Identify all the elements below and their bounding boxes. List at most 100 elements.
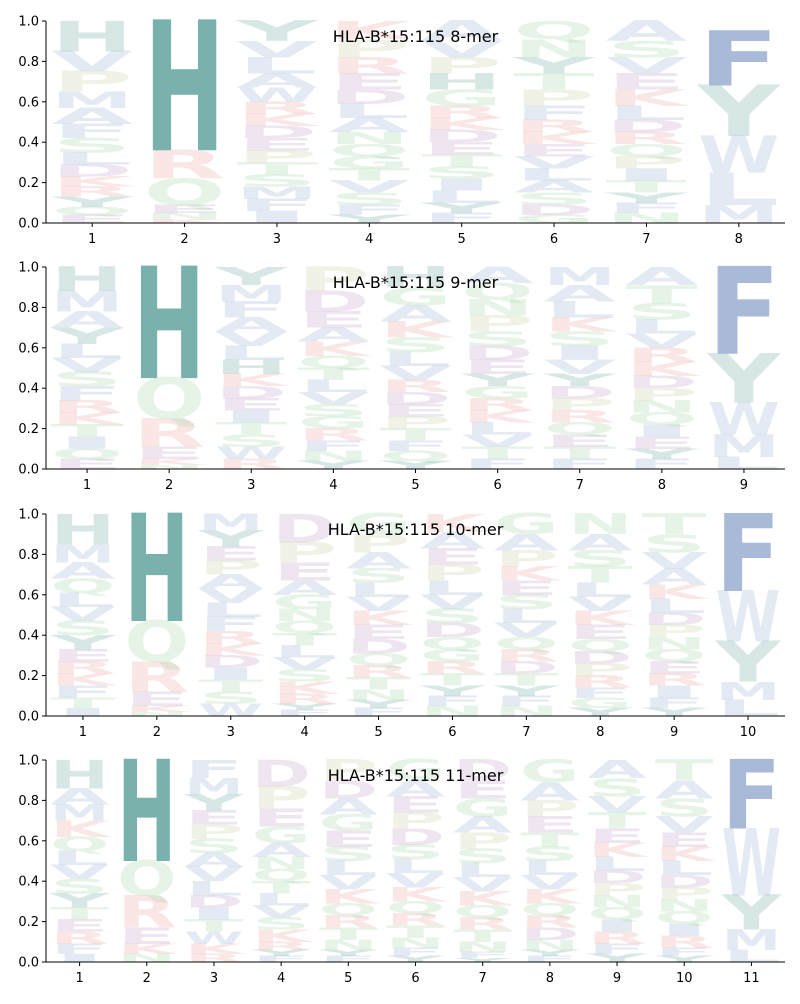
logo-letter-M: M <box>184 774 243 800</box>
logo-letter-E: E <box>133 443 205 463</box>
logo-letter-P: P <box>494 546 559 572</box>
logo-letter-V: V <box>544 356 617 379</box>
logo-letter-F: F <box>215 297 287 323</box>
logo-letter-F: F <box>461 456 533 472</box>
y-tick-label: 0.0 <box>18 710 39 725</box>
logo-letter-P: P <box>184 821 243 844</box>
logo-letter-R: R <box>642 670 707 690</box>
logo-letter-A: A <box>252 839 311 862</box>
logo-letter-K: K <box>420 509 488 538</box>
logo-letter-A: A <box>461 263 533 289</box>
logo-letter-V: V <box>606 53 687 79</box>
logo-letter-Y: Y <box>235 16 319 48</box>
logo-letter-E: E <box>520 812 579 838</box>
logo-letter-N: N <box>461 295 533 321</box>
logo-letter-H: H <box>124 483 189 657</box>
logo-letter-W: W <box>698 125 779 184</box>
logo-letter-Y: Y <box>271 702 339 712</box>
logo-letter-A: A <box>655 775 715 804</box>
logo-letter-R: R <box>655 932 714 952</box>
logo-letter-L: L <box>319 857 378 880</box>
y-tick-label: 0.2 <box>18 669 39 684</box>
logo-letter-A: A <box>198 570 263 593</box>
logo-letter-E: E <box>379 401 451 421</box>
logo-letter-K: K <box>453 887 515 910</box>
x-tick-label: 6 <box>448 725 456 740</box>
logo-letter-F: F <box>453 950 512 960</box>
logo-letter-I: I <box>606 165 687 185</box>
logo-letter-I: I <box>544 342 616 365</box>
logo-letter-Y: Y <box>707 341 782 419</box>
logo-letter-G: G <box>379 282 451 311</box>
logo-letter-T: T <box>494 670 559 690</box>
x-tick-label: 5 <box>411 478 419 493</box>
logo-letter-K: K <box>117 941 179 957</box>
logo-letter-R: R <box>461 395 533 415</box>
x-tick-label: 4 <box>277 971 285 986</box>
logo-letter-Q: Q <box>606 141 687 161</box>
logo-letter-K: K <box>252 926 314 946</box>
logo-letter-R: R <box>421 102 502 122</box>
logo-letter-V: V <box>184 863 243 886</box>
logo-letter-E: E <box>144 202 225 215</box>
logo-letter-L: L <box>544 297 616 323</box>
panel-title: HLA-B*15:115 11-mer <box>328 766 504 785</box>
logo-letter-G: G <box>420 646 485 666</box>
logo-letter-K: K <box>124 704 193 714</box>
logo-letter-R: R <box>52 184 133 200</box>
logo-letter-A: A <box>453 812 512 838</box>
logo-letter-F: F <box>520 954 579 964</box>
x-tick-label: 8 <box>546 971 554 986</box>
y-tick-label: 0.0 <box>18 956 39 971</box>
logo-letter-A: A <box>52 104 133 130</box>
logo-letter-A: A <box>386 776 445 802</box>
logo-letter-T: T <box>587 808 647 834</box>
logo-letter-I: I <box>184 904 243 924</box>
logo-letter-T: T <box>51 421 123 441</box>
logo-letter-S: S <box>520 843 579 866</box>
logo-letter-E: E <box>198 542 263 565</box>
logo-letter-V: V <box>655 812 714 838</box>
logo-letter-N: N <box>329 128 410 148</box>
logo-letter-D: D <box>272 506 337 552</box>
logo-letter-D: D <box>236 122 317 142</box>
logo-letter-E: E <box>50 916 109 936</box>
y-tick-label: 1.0 <box>18 261 39 276</box>
logo-letter-G: G <box>461 383 533 403</box>
y-tick-label: 0.4 <box>18 136 39 151</box>
logo-letter-H: H <box>52 13 133 62</box>
logo-letter-P: P <box>420 560 485 586</box>
y-tick-label: 0.6 <box>18 95 39 110</box>
logo-letter-L: L <box>184 877 243 900</box>
y-tick-label: 0.6 <box>18 834 39 849</box>
x-tick-label: 2 <box>143 971 151 986</box>
logo-letter-K: K <box>198 640 266 660</box>
logo-letter-I: I <box>421 175 502 195</box>
logo-letter-V: V <box>215 328 288 351</box>
logo-letter-S: S <box>513 189 594 209</box>
logo-letter-M: M <box>198 510 263 536</box>
logo-letter-F: F <box>642 695 707 711</box>
logo-letter-G: G <box>386 755 445 787</box>
logo-letter-P: P <box>513 85 594 111</box>
logo-letter-K: K <box>513 128 598 148</box>
logo-letter-E: E <box>346 621 411 644</box>
logo-letter-V: V <box>626 330 699 353</box>
logo-letter-Y: Y <box>460 370 535 390</box>
logo-letter-M: M <box>544 262 616 291</box>
logo-letter-I: I <box>642 682 707 702</box>
logo-letter-F: F <box>236 195 317 215</box>
logo-letter-A: A <box>272 577 337 600</box>
y-tick-label: 0.2 <box>18 176 39 191</box>
logo-letter-Y: Y <box>49 889 110 912</box>
logo-letter-L: L <box>587 853 646 876</box>
logo-letter-E: E <box>297 307 369 333</box>
logo-letter-R: R <box>626 344 698 367</box>
logo-letter-I: I <box>626 421 698 441</box>
logo-letter-Y: Y <box>50 194 135 210</box>
logo-letter-G: G <box>252 822 311 848</box>
logo-letter-F: F <box>722 741 781 852</box>
logo-letter-Y: Y <box>654 954 716 964</box>
x-tick-label: 6 <box>550 232 558 247</box>
